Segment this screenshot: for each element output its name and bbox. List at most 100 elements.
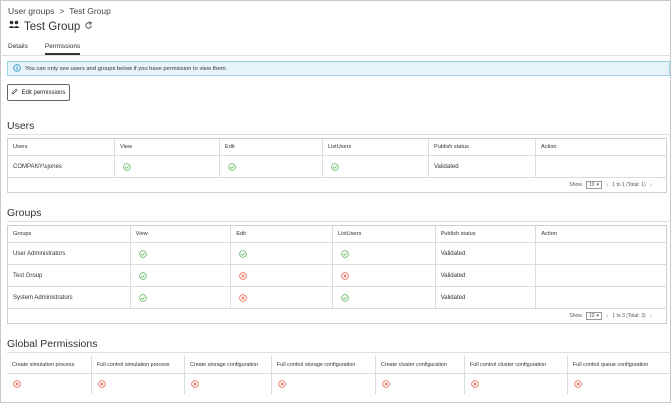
groups-pager: Show 10 ▾ ‹ 1 to 3 (Total: 3) › (8, 309, 666, 323)
global-permissions-title: Global Permissions (7, 338, 98, 350)
pager-range: 1 to 1 (Total: 1) (612, 182, 646, 188)
users-table-body: COMPANY\sjones Validated (8, 156, 666, 178)
table-header-row: Users View Edit ListUsers Publish status… (8, 139, 666, 156)
users-section-divider (7, 134, 671, 135)
users-section-title: Users (7, 120, 35, 132)
cell-action (535, 243, 666, 264)
cell-status: Validated (434, 287, 536, 308)
cross-circle-icon (230, 287, 332, 308)
cross-circle-icon (184, 374, 271, 394)
check-circle-icon (322, 156, 428, 177)
check-circle-icon (219, 156, 322, 177)
edit-permissions-button[interactable]: Edit permissions (7, 84, 70, 101)
column-header-view[interactable]: View (114, 139, 219, 155)
check-circle-icon (129, 265, 231, 286)
pencil-icon (11, 88, 18, 97)
cell-name: System Administrators (13, 294, 73, 301)
chevron-down-icon: ▾ (596, 182, 599, 188)
cell-name: User Administrators (13, 250, 66, 257)
tab-permissions[interactable]: Permissions (44, 43, 81, 55)
page-header: Test Group (8, 20, 93, 33)
refresh-icon[interactable] (84, 20, 93, 33)
tab-divider (0, 55, 671, 56)
check-circle-icon (129, 243, 231, 264)
groups-table: Groups View Edit ListUsers Publish statu… (7, 225, 667, 324)
column-header-full-control-storage-configuration[interactable]: Full control storage configuration (271, 356, 375, 373)
page-size-label: Show (569, 313, 582, 319)
groups-section-title: Groups (7, 207, 42, 219)
table-row: Test Group Validated (8, 265, 666, 287)
cross-circle-icon (464, 374, 567, 394)
column-header-create-cluster-configuration[interactable]: Create cluster configuration (375, 356, 464, 373)
page-size-select[interactable]: 10 ▾ (585, 181, 602, 189)
cell-action (535, 265, 666, 286)
cell-status: Validated (434, 265, 536, 286)
breadcrumb-current: Test Group (69, 6, 111, 16)
check-circle-icon (332, 243, 435, 264)
next-page-icon[interactable]: › (649, 181, 652, 189)
edit-permissions-label: Edit permissions (21, 89, 66, 96)
page-title: Test Group (24, 20, 81, 33)
info-banner-text: You can only see users and groups below … (25, 65, 228, 72)
cross-circle-icon (7, 374, 91, 394)
check-circle-icon (114, 156, 219, 177)
column-header-users[interactable]: Users (13, 144, 28, 150)
page-size-value: 10 (588, 182, 595, 188)
check-circle-icon (332, 287, 435, 308)
previous-page-icon[interactable]: ‹ (605, 181, 609, 189)
previous-page-icon[interactable]: ‹ (605, 312, 609, 320)
info-icon (13, 63, 21, 74)
column-header-full-control-simulation-process[interactable]: Full control simulation process (91, 356, 184, 373)
check-circle-icon (230, 243, 332, 264)
column-header-edit[interactable]: Edit (219, 139, 322, 155)
cross-circle-icon (91, 374, 184, 394)
page-size-value: 10 (588, 313, 595, 319)
column-header-publish-status[interactable]: Publish status (434, 226, 536, 242)
chevron-down-icon: ▾ (596, 313, 599, 319)
global-permissions-table: Create simulation process Full control s… (7, 356, 671, 394)
column-header-listusers[interactable]: ListUsers (332, 226, 435, 242)
breadcrumb: User groups > Test Group (8, 6, 111, 16)
column-header-listusers[interactable]: ListUsers (322, 139, 428, 155)
global-header-row: Create simulation process Full control s… (7, 356, 671, 374)
cell-name: Test Group (13, 272, 43, 279)
column-header-full-control-cluster-configuration[interactable]: Full control cluster configuration (464, 356, 567, 373)
info-banner: You can only see users and groups below … (7, 61, 670, 76)
column-header-full-control-queue-configuration[interactable]: Full control queue configuration (567, 356, 671, 373)
cross-circle-icon (271, 374, 375, 394)
tab-details[interactable]: Details (8, 43, 28, 50)
column-header-groups[interactable]: Groups (13, 231, 32, 237)
breadcrumb-link-user-groups[interactable]: User groups (8, 6, 55, 16)
users-pager: Show 10 ▾ ‹ 1 to 1 (Total: 1) › (8, 178, 666, 192)
breadcrumb-separator: > (59, 6, 65, 16)
column-header-action[interactable]: Action (535, 226, 666, 242)
global-values-row (7, 374, 671, 394)
column-header-publish-status[interactable]: Publish status (428, 139, 535, 155)
table-header-row: Groups View Edit ListUsers Publish statu… (8, 226, 666, 243)
table-row: User Administrators Validated (8, 243, 666, 265)
column-header-view[interactable]: View (129, 226, 231, 242)
column-header-create-storage-configuration[interactable]: Create storage configuration (184, 356, 271, 373)
page-size-label: Show (569, 182, 582, 188)
cross-circle-icon (567, 374, 671, 394)
groups-section-divider (7, 221, 671, 222)
next-page-icon[interactable]: › (649, 312, 652, 320)
pager-range: 1 to 3 (Total: 3) (612, 313, 646, 319)
column-header-action[interactable]: Action (535, 139, 666, 155)
global-section-divider (7, 352, 671, 353)
cell-status: Validated (434, 243, 536, 264)
cell-action (535, 156, 666, 177)
cell-status: Validated (428, 156, 535, 177)
table-row: COMPANY\sjones Validated (8, 156, 666, 178)
page-size-select[interactable]: 10 ▾ (585, 312, 602, 320)
cross-circle-icon (332, 265, 435, 286)
column-header-create-simulation-process[interactable]: Create simulation process (12, 361, 75, 368)
cross-circle-icon (375, 374, 464, 394)
users-group-icon (8, 20, 20, 33)
groups-table-body: User Administrators Validated Test Group Va… (8, 243, 666, 309)
cell-action (535, 287, 666, 308)
cell-name: COMPANY\sjones (13, 163, 62, 170)
check-circle-icon (129, 287, 231, 308)
column-header-edit[interactable]: Edit (230, 226, 332, 242)
table-row: System Administrators Validated (8, 287, 666, 309)
